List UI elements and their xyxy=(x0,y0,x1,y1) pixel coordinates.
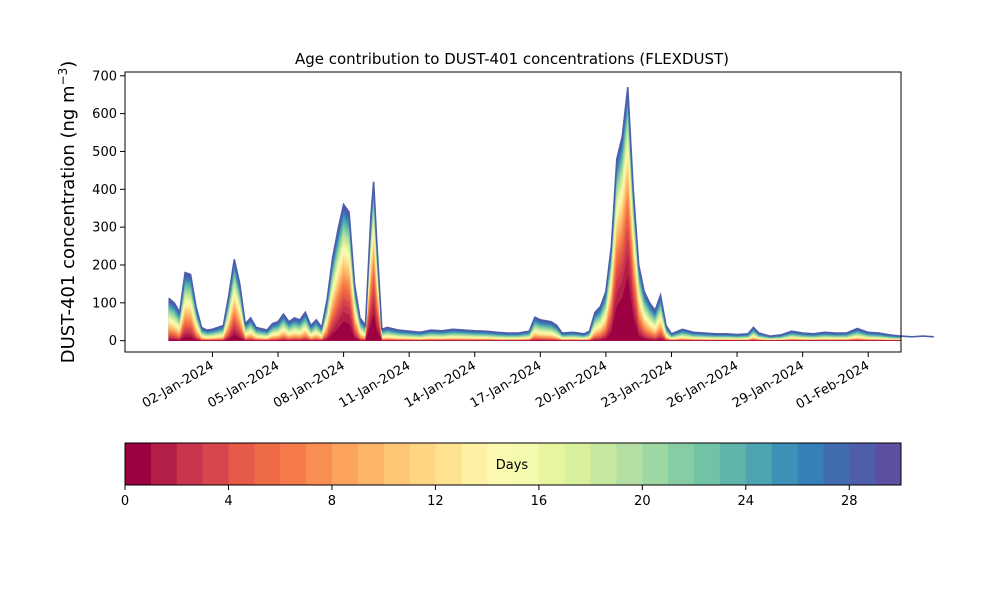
colorbar-segment xyxy=(331,443,359,485)
colorbar-segment xyxy=(306,443,333,485)
x-tick-label: 11-Jan-2024 xyxy=(337,358,414,411)
colorbar-tick-label: 20 xyxy=(634,494,651,509)
colorbar-segment xyxy=(849,443,876,485)
age-layer-26 xyxy=(168,97,901,341)
age-layer-27 xyxy=(168,94,901,341)
y-tick-label: 200 xyxy=(92,258,117,273)
x-tick-label: 01-Feb-2024 xyxy=(794,358,873,412)
x-tick-label: 14-Jan-2024 xyxy=(402,358,479,411)
age-layer-13 xyxy=(168,154,901,341)
colorbar-segment xyxy=(719,443,747,485)
age-layer-23 xyxy=(168,108,901,341)
age-layer-20 xyxy=(168,121,901,341)
age-layer-19 xyxy=(168,125,901,341)
colorbar-segment xyxy=(668,443,695,485)
colorbar-segment xyxy=(150,443,178,485)
colorbar-segment xyxy=(642,443,669,485)
x-tick-label: 05-Jan-2024 xyxy=(205,358,282,411)
chart-title: Age contribution to DUST-401 concentrati… xyxy=(295,50,729,68)
colorbar-segment xyxy=(797,443,824,485)
age-layer-28 xyxy=(168,90,901,341)
age-layer-15 xyxy=(168,143,901,341)
age-layer-16 xyxy=(168,138,901,341)
colorbar-label: Days xyxy=(496,458,529,473)
x-tick-label: 17-Jan-2024 xyxy=(468,358,545,411)
x-tick-label: 23-Jan-2024 xyxy=(599,358,676,411)
x-tick-label: 02-Jan-2024 xyxy=(140,358,217,411)
age-layer-25 xyxy=(168,101,901,341)
colorbar-tick-label: 12 xyxy=(427,494,444,509)
age-layer-29 xyxy=(168,87,901,341)
y-tick-label: 300 xyxy=(92,221,117,236)
colorbar-frame xyxy=(124,442,902,486)
y-tick-label: 600 xyxy=(92,107,117,122)
colorbar-segment xyxy=(254,443,281,485)
age-layer-21 xyxy=(168,116,901,341)
y-axis-label-sup: −3 xyxy=(56,68,70,86)
colorbar-segment xyxy=(823,443,850,485)
colorbar-segment xyxy=(590,443,617,485)
x-axis: 02-Jan-202405-Jan-202408-Jan-202411-Jan-… xyxy=(140,352,872,412)
age-layer-17 xyxy=(168,134,901,341)
colorbar-segment xyxy=(564,443,591,485)
colorbar-tick-label: 4 xyxy=(224,494,232,509)
colorbar-segment xyxy=(383,443,410,485)
x-tick-label: 26-Jan-2024 xyxy=(664,358,741,411)
age-layer-22 xyxy=(168,112,901,341)
colorbar-segment xyxy=(461,443,488,485)
colorbar-segment xyxy=(694,443,721,485)
y-axis: 0 100 200 300 400 500 600 700 xyxy=(92,69,125,349)
age-layers xyxy=(168,87,901,341)
colorbar-axis: 0 4 8 12 16 20 24 28 xyxy=(121,485,858,509)
colorbar-segment xyxy=(771,443,798,485)
y-tick-label: 500 xyxy=(92,145,117,160)
colorbar-segment xyxy=(176,443,203,485)
y-tick-label: 0 xyxy=(109,334,117,349)
colorbar-segment xyxy=(202,443,229,485)
colorbar-segment xyxy=(280,443,307,485)
plot-frame xyxy=(124,71,902,353)
x-tick-label: 08-Jan-2024 xyxy=(271,358,348,411)
colorbar-segment xyxy=(875,443,902,485)
colorbar xyxy=(125,443,902,485)
colorbar-segment xyxy=(487,443,514,485)
colorbar-tick-label: 16 xyxy=(531,494,548,509)
colorbar-tick-label: 0 xyxy=(121,494,129,509)
colorbar-segment xyxy=(435,443,462,485)
colorbar-tick-label: 8 xyxy=(328,494,336,509)
y-tick-label: 100 xyxy=(92,296,117,311)
colorbar-segment xyxy=(616,443,643,485)
x-tick-label: 20-Jan-2024 xyxy=(533,358,610,411)
total-concentration-line xyxy=(168,87,934,338)
colorbar-segment xyxy=(357,443,385,485)
colorbar-segment xyxy=(745,443,773,485)
y-tick-label: 700 xyxy=(92,69,117,84)
colorbar-segment xyxy=(409,443,436,485)
y-axis-label-main: DUST-401 concentration (ng m xyxy=(58,85,79,363)
y-axis-label: DUST-401 concentration (ng m−3) xyxy=(56,61,79,364)
age-layer-24 xyxy=(168,105,901,341)
age-layer-14 xyxy=(168,148,901,341)
colorbar-tick-label: 28 xyxy=(841,494,858,509)
colorbar-segment xyxy=(125,443,152,485)
age-layer-18 xyxy=(168,129,901,341)
colorbar-segment xyxy=(538,443,566,485)
y-tick-label: 400 xyxy=(92,183,117,198)
colorbar-segment xyxy=(513,443,540,485)
colorbar-tick-label: 24 xyxy=(738,494,755,509)
colorbar-segment xyxy=(228,443,255,485)
age-layer-0 xyxy=(168,276,901,341)
y-axis-label-close: ) xyxy=(58,61,79,68)
